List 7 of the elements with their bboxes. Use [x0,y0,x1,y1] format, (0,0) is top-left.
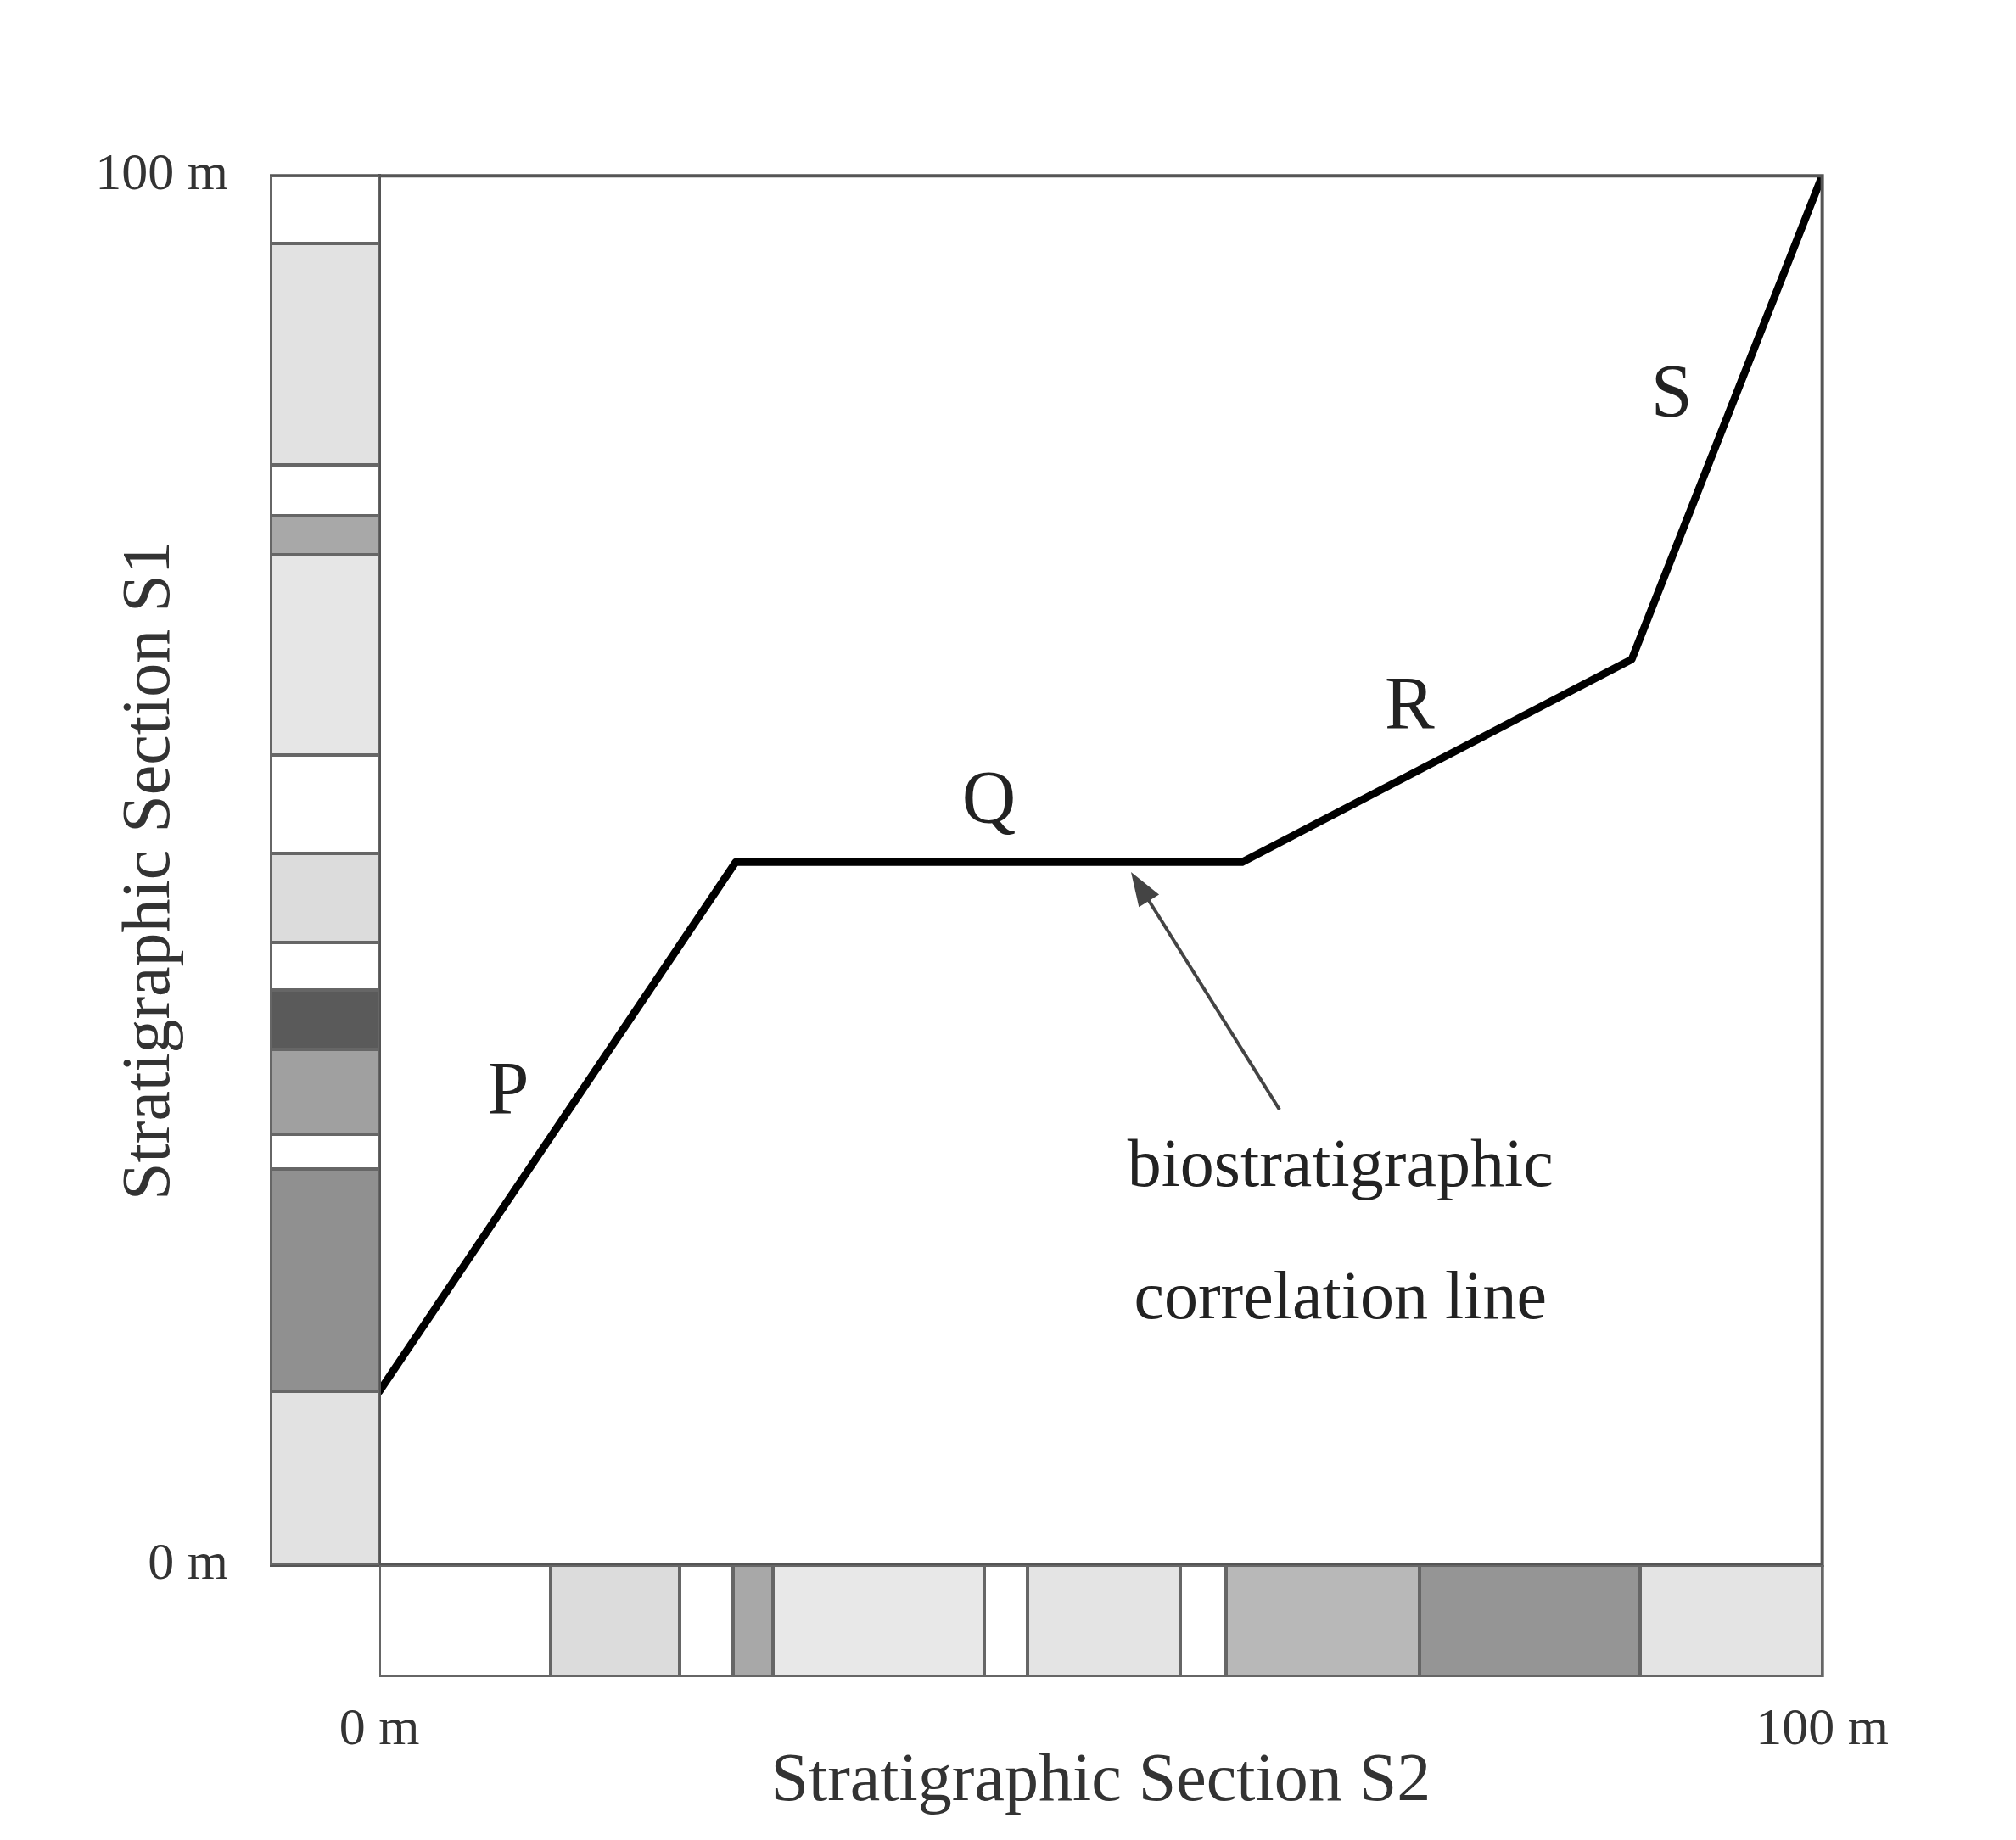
annotation: P [487,1047,529,1130]
y-axis-title: Stratigraphic Section S1 [109,540,184,1200]
annotation: S [1650,349,1693,432]
annotation: Q [961,756,1016,839]
annotation: R [1384,661,1435,744]
x-axis-title: Stratigraphic Section S2 [770,1740,1431,1815]
annotation: biostratigraphic correlation line [1127,1126,1554,1334]
